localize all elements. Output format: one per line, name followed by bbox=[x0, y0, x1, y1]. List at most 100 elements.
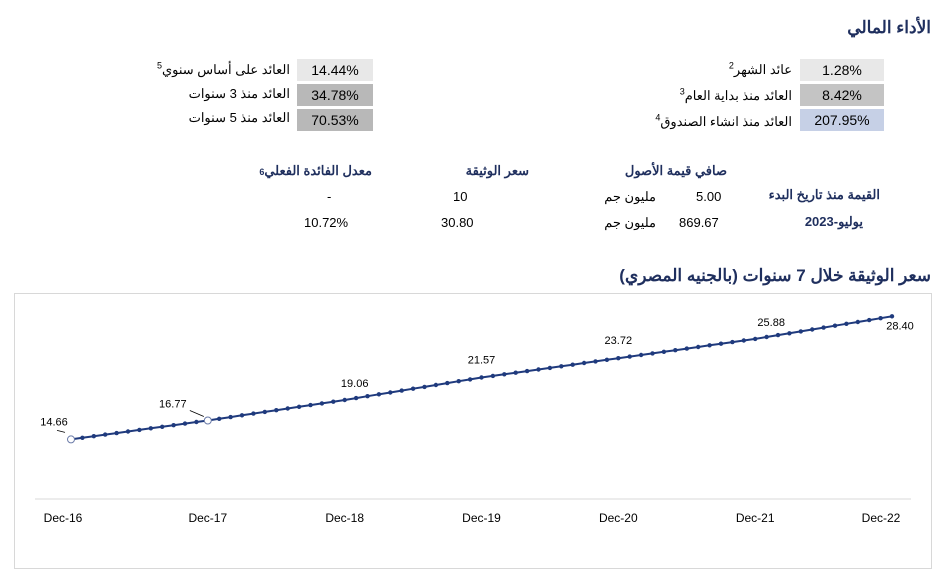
highlight-point bbox=[203, 416, 212, 425]
x-tick-label: Dec-18 bbox=[325, 511, 364, 525]
data-label: 23.72 bbox=[605, 335, 633, 347]
data-point bbox=[684, 346, 689, 351]
data-point bbox=[182, 421, 188, 426]
data-point bbox=[410, 386, 416, 391]
label-leader bbox=[56, 429, 66, 433]
data-point bbox=[331, 399, 336, 404]
summary-inception-header: القيمة منذ تاريخ البدء bbox=[768, 187, 880, 202]
data-point bbox=[319, 401, 325, 406]
x-tick-label: Dec-17 bbox=[188, 511, 227, 525]
price-row2: 30.80 bbox=[441, 215, 474, 230]
highlight-point bbox=[67, 435, 75, 444]
data-point bbox=[502, 372, 507, 377]
data-point bbox=[673, 348, 678, 353]
data-point bbox=[137, 427, 142, 433]
data-point bbox=[467, 377, 473, 382]
data-point bbox=[376, 392, 382, 397]
perf-label-inception: العائد منذ انشاء الصندوق4 bbox=[655, 112, 792, 129]
x-tick-label: Dec-19 bbox=[462, 511, 501, 525]
summary-yield-header: معدل الفائدة الفعلي6 bbox=[259, 163, 372, 178]
data-point bbox=[718, 341, 724, 346]
data-point bbox=[308, 402, 313, 408]
label-leader bbox=[189, 410, 204, 417]
data-point bbox=[445, 380, 450, 386]
data-point bbox=[844, 321, 849, 326]
data-label: 28.40 bbox=[886, 320, 914, 332]
data-point bbox=[262, 409, 267, 415]
data-point bbox=[524, 368, 530, 374]
data-point bbox=[638, 352, 644, 358]
data-point bbox=[103, 432, 108, 437]
x-tick-label: Dec-20 bbox=[599, 511, 638, 525]
data-point bbox=[775, 332, 781, 338]
data-point bbox=[616, 356, 621, 361]
data-point bbox=[490, 373, 496, 379]
data-point bbox=[570, 362, 575, 367]
data-point bbox=[821, 325, 826, 330]
data-point bbox=[91, 434, 97, 439]
yield-row2: 10.72% bbox=[304, 215, 349, 230]
nav-row2-value: 869.67 bbox=[679, 215, 719, 230]
data-point bbox=[353, 395, 359, 401]
yield-row1: - bbox=[327, 189, 332, 204]
data-point bbox=[696, 344, 701, 350]
perf-value-inception: 207.95% bbox=[800, 109, 884, 131]
data-point bbox=[433, 382, 439, 388]
perf-label-annual: العائد على أساس سنوي5 bbox=[156, 60, 290, 77]
data-point bbox=[194, 419, 199, 425]
data-point bbox=[593, 359, 598, 364]
data-point bbox=[855, 319, 860, 325]
price-chart: 14.66 16.77 19.06 21.57 23.72 25.88 28.40 Dec-1… bbox=[35, 314, 914, 525]
data-point bbox=[889, 314, 895, 319]
data-point bbox=[274, 408, 279, 413]
data-point bbox=[741, 338, 746, 343]
data-point bbox=[171, 423, 176, 428]
data-point bbox=[787, 331, 792, 336]
data-point bbox=[342, 397, 347, 403]
data-point bbox=[661, 349, 667, 354]
data-point bbox=[239, 413, 245, 418]
data-point bbox=[160, 424, 165, 429]
x-tick-label: Dec-16 bbox=[44, 511, 83, 525]
data-label: 25.88 bbox=[757, 317, 785, 329]
data-point bbox=[559, 364, 564, 369]
data-point bbox=[251, 411, 256, 416]
summary-price-header: سعر الوثيقة bbox=[465, 163, 529, 178]
perf-label-5y: العائد منذ 5 سنوات bbox=[188, 110, 290, 125]
summary-nav-header: صافي قيمة الأصول bbox=[624, 163, 727, 178]
performance-title: الأداء المالي bbox=[847, 18, 931, 37]
x-tick-label: Dec-21 bbox=[736, 511, 775, 525]
perf-value-3y: 34.78% bbox=[297, 84, 373, 106]
perf-label-month: عائد الشهر2 bbox=[728, 60, 792, 77]
data-point bbox=[730, 339, 735, 345]
data-point bbox=[125, 429, 131, 434]
data-point bbox=[285, 406, 290, 411]
data-point bbox=[581, 360, 587, 366]
data-point bbox=[753, 336, 758, 342]
data-point bbox=[365, 394, 370, 399]
data-point bbox=[80, 435, 85, 440]
data-point bbox=[536, 367, 541, 372]
data-point bbox=[114, 430, 119, 436]
data-point bbox=[228, 414, 233, 420]
data-point bbox=[296, 404, 302, 409]
x-tick-label: Dec-22 bbox=[862, 511, 901, 525]
nav-row2-unit: مليون جم bbox=[604, 215, 656, 230]
data-point bbox=[878, 316, 883, 321]
data-point bbox=[832, 323, 838, 328]
perf-label-3y: العائد منذ 3 سنوات bbox=[188, 86, 290, 101]
data-label: 16.77 bbox=[159, 399, 187, 411]
data-point bbox=[604, 357, 610, 362]
data-point bbox=[513, 370, 518, 375]
data-point bbox=[388, 390, 393, 395]
data-point bbox=[399, 388, 404, 393]
data-point bbox=[422, 384, 427, 390]
price-row1: 10 bbox=[453, 189, 468, 204]
nav-row1-value: 5.00 bbox=[696, 189, 722, 204]
data-label: 19.06 bbox=[341, 378, 369, 390]
data-point bbox=[627, 354, 632, 359]
data-label: 14.66 bbox=[40, 416, 68, 428]
data-point bbox=[456, 379, 461, 384]
data-point bbox=[148, 426, 153, 431]
data-point bbox=[217, 416, 222, 421]
